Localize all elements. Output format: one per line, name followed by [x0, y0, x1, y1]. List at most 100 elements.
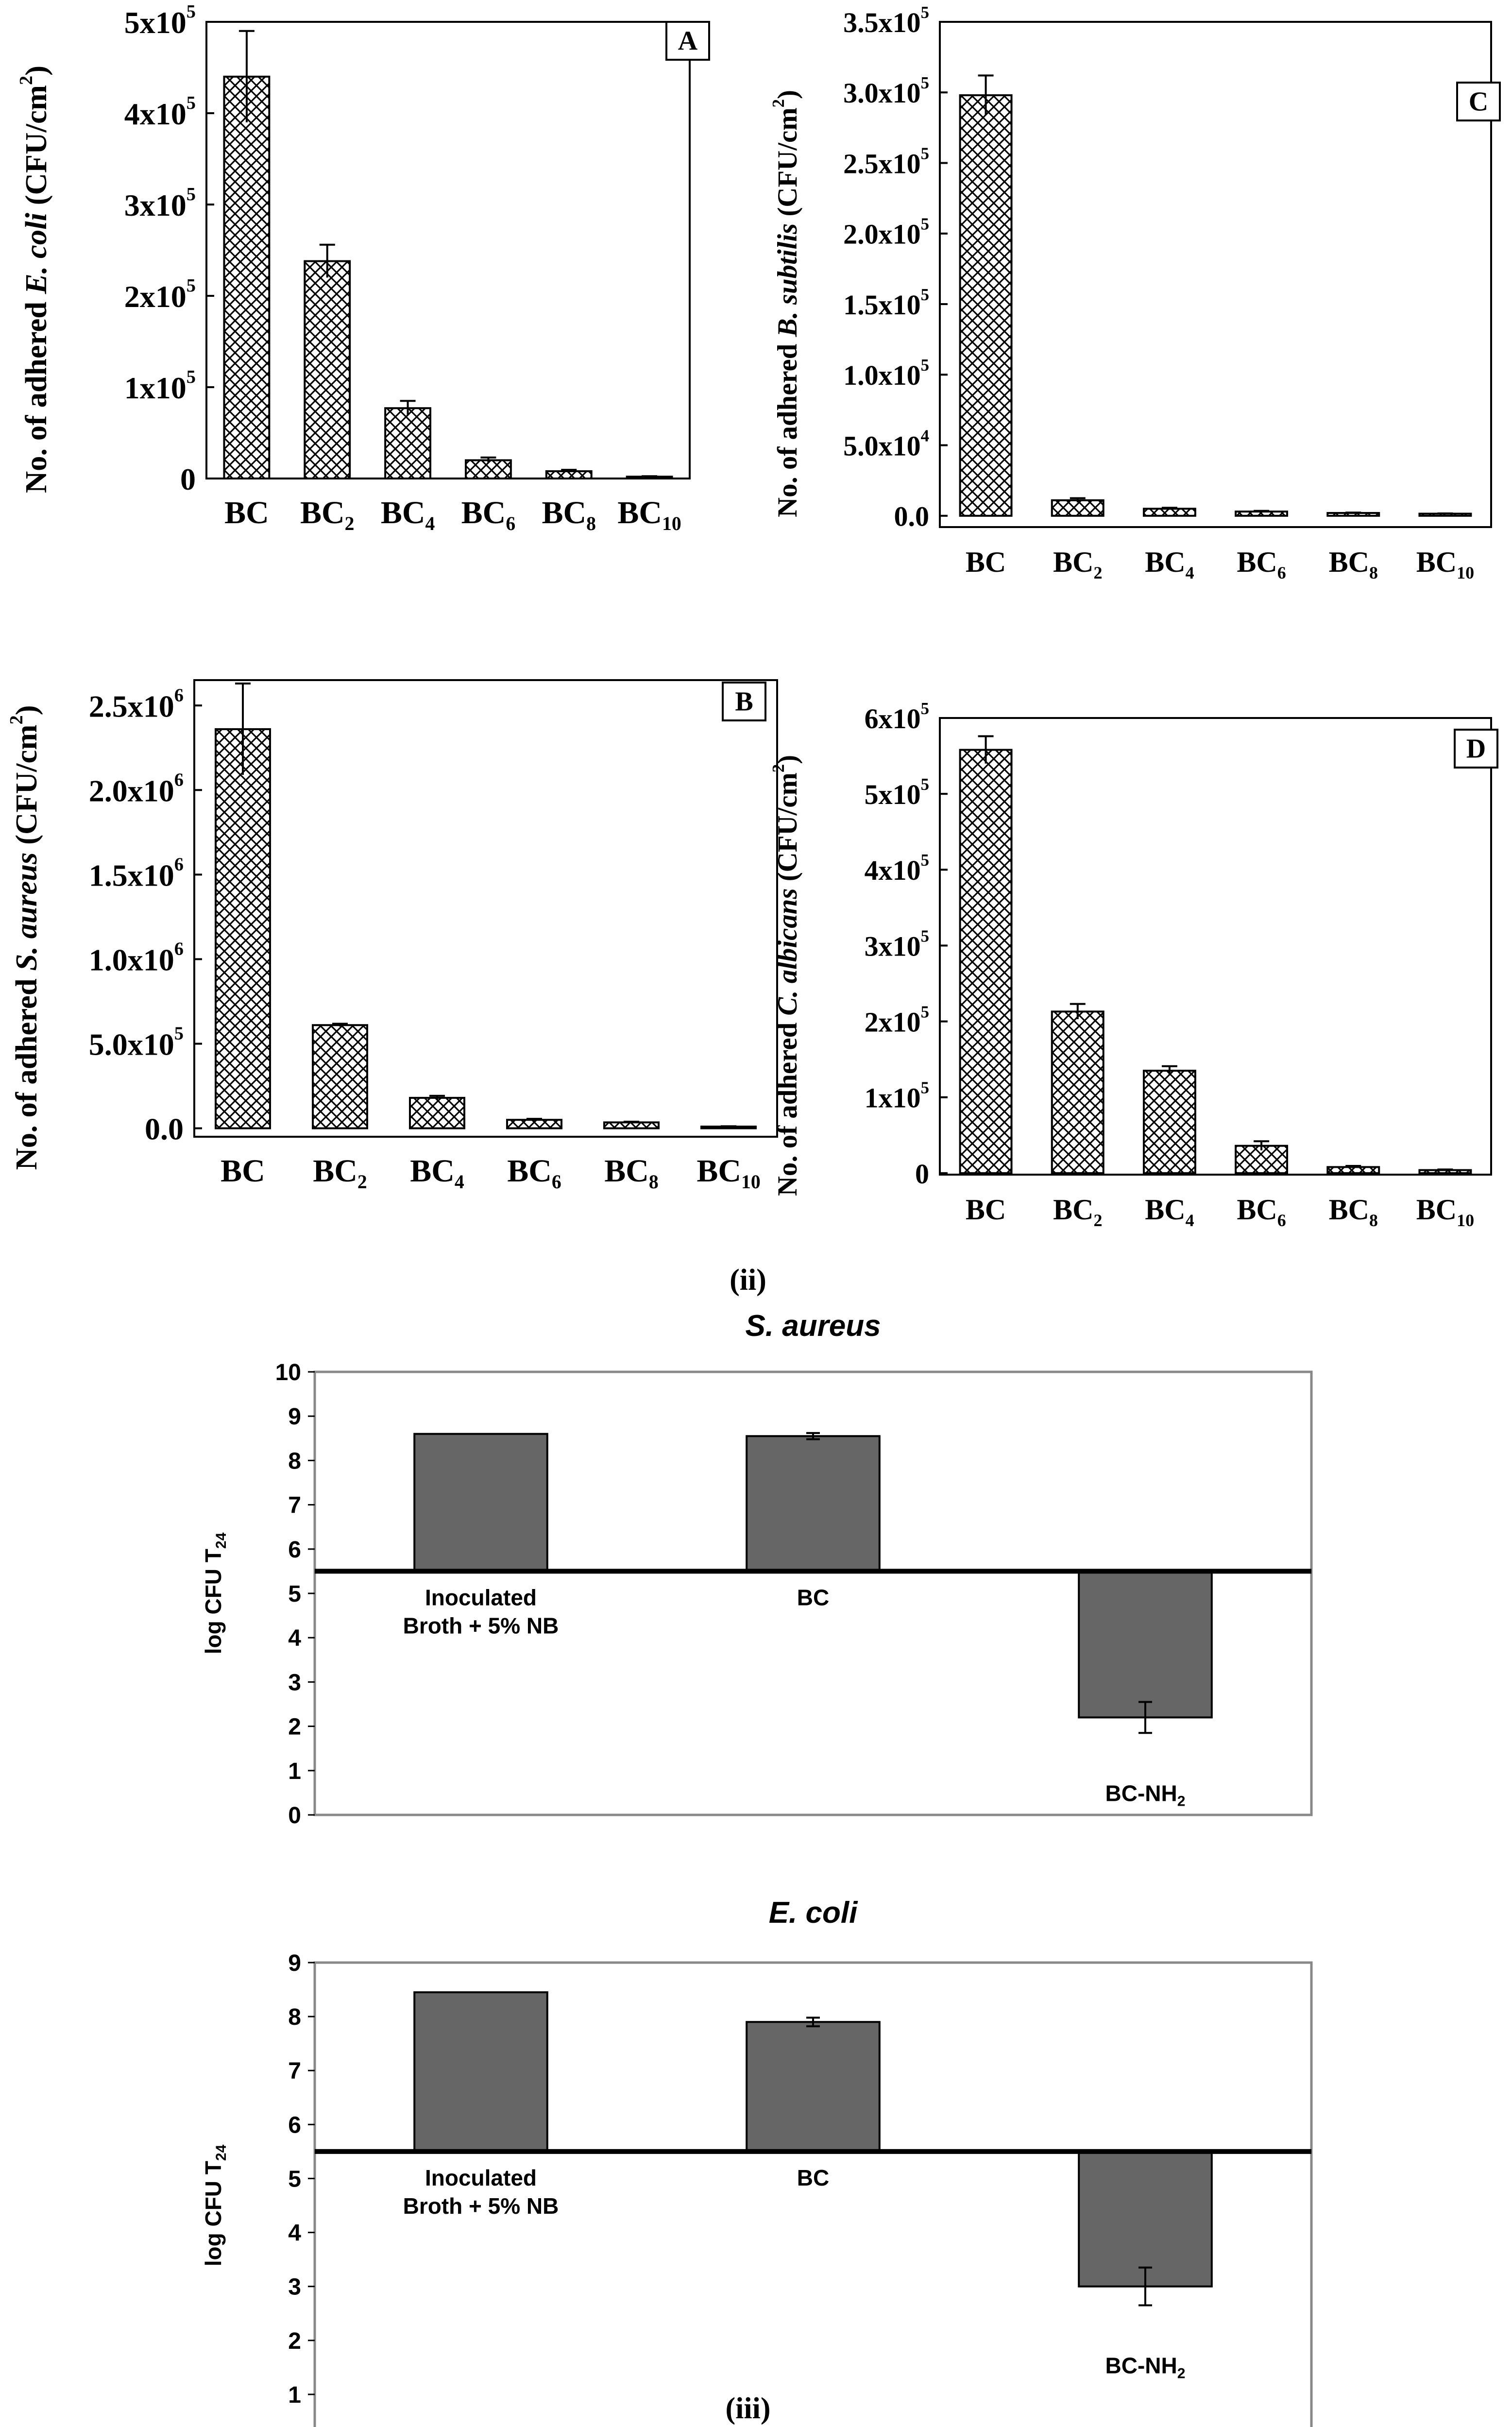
plot-frame — [193, 679, 778, 1138]
plot-frame — [939, 21, 1492, 528]
category-label: BC6 — [1237, 546, 1286, 582]
category-label: BC10 — [697, 1153, 760, 1193]
y-tick-label: 5 — [288, 2166, 301, 2192]
panel-label-box — [665, 21, 710, 61]
bar — [1051, 499, 1104, 517]
bar — [746, 1435, 881, 1572]
y-axis-label: log CFU T24 — [201, 1532, 229, 1654]
y-tick-label: 0 — [180, 462, 196, 496]
bar — [215, 728, 271, 1129]
y-tick-label: 3 — [288, 1670, 301, 1695]
panel-label: B — [735, 687, 753, 717]
y-tick-label: 2.0x106 — [89, 769, 184, 808]
bar — [603, 1121, 660, 1129]
chart-A: BC BC2 BC4 BC6 BC8 BC10 0 1x105 2x105 3x105 4x105 5… — [16, 1, 710, 534]
bar — [1078, 1570, 1213, 1719]
category-label: BC2 — [313, 1153, 367, 1193]
category-label: BC4 — [381, 495, 435, 534]
y-tick-label: 7 — [288, 1493, 301, 1519]
y-tick-label: 5x105 — [865, 775, 929, 810]
y-tick-label: 8 — [288, 1448, 301, 1474]
category-label: BC6 — [1237, 1194, 1286, 1230]
y-tick-label: 4x105 — [124, 93, 196, 131]
category-label: BC4 — [1145, 1194, 1194, 1230]
y-tick-label: 1.5x106 — [89, 854, 184, 892]
category-label: BC-NH2 — [1105, 1780, 1186, 1809]
y-tick-label: 6 — [288, 2112, 301, 2138]
category-label: BC4 — [1145, 546, 1194, 582]
chart-title: E. coli — [769, 1896, 858, 1930]
y-tick-label: 9 — [288, 1404, 301, 1430]
panel-label-box — [1456, 82, 1501, 121]
bar — [1078, 2150, 1213, 2288]
chart-D: BC BC2 BC4 BC6 BC8 BC10 0 1x105 2x105 3x105 4x105 5… — [769, 699, 1498, 1230]
plot-frame — [205, 21, 691, 479]
panel-label: A — [678, 26, 698, 56]
plot-frame — [939, 717, 1492, 1176]
y-tick-label: 6x105 — [865, 699, 929, 735]
category-label: BC — [221, 1153, 265, 1189]
y-tick-label: 0.0 — [145, 1112, 184, 1146]
section-label-iii: (iii) — [726, 2392, 771, 2425]
category-label: BC2 — [1053, 1194, 1102, 1230]
bar — [1051, 1010, 1104, 1174]
category-label: BC — [224, 495, 269, 530]
section-label-ii: (ii) — [730, 1264, 766, 1297]
panel-label: D — [1466, 734, 1486, 764]
bar — [409, 1096, 465, 1129]
y-tick-label: 3 — [288, 2274, 301, 2300]
y-axis-label: No. of adhered S. aureus (CFU/cm2) — [6, 705, 43, 1170]
bar — [312, 1024, 368, 1129]
y-tick-label: 10 — [275, 1360, 301, 1385]
y-tick-label: 2x105 — [124, 275, 196, 314]
y-axis-label: No. of adhered E. coli (CFU/cm2) — [16, 66, 53, 493]
bar — [464, 459, 512, 480]
bar — [1142, 508, 1196, 517]
category-label: BC4 — [410, 1153, 464, 1193]
category-label: BC8 — [1329, 1194, 1378, 1230]
category-label: BC — [966, 546, 1006, 578]
y-tick-label: 0.0 — [894, 501, 930, 532]
bar — [384, 407, 432, 479]
bar — [746, 2021, 881, 2153]
category-label: BC8 — [604, 1153, 659, 1193]
y-tick-label: 1x105 — [124, 367, 196, 405]
category-label: BC — [797, 1585, 829, 1610]
y-tick-label: 7 — [288, 2058, 301, 2084]
category-label: BC6 — [461, 495, 516, 534]
y-tick-label: 5x105 — [124, 1, 196, 40]
category-label: Broth + 5% NB — [403, 2193, 559, 2219]
bar — [1142, 1070, 1196, 1174]
y-tick-label: 5.0x105 — [89, 1024, 184, 1062]
y-tick-label: 4 — [288, 2221, 301, 2246]
panel-label-box — [722, 682, 766, 721]
y-tick-label: 1.0x105 — [843, 356, 929, 391]
category-label: BC10 — [1416, 546, 1474, 582]
y-axis-label: No. of adhered B. subtilis (CFU/cm2) — [769, 90, 803, 517]
y-tick-label: 3x105 — [865, 926, 929, 962]
bar — [304, 260, 351, 479]
chart-B: BC BC2 BC4 BC6 BC8 BC10 0.0 5.0x105 1.0x106 1.5x1… — [6, 679, 778, 1193]
chart-saureus: S. aureus 0 1 2 3 4 5 6 7 8 9 10 Inoculated Broth + 5… — [201, 1309, 1313, 1829]
category-label: BC — [797, 2165, 829, 2190]
y-tick-label: 2.5x106 — [89, 685, 184, 723]
category-label: BC8 — [542, 495, 596, 534]
y-tick-label: 4 — [288, 1625, 301, 1651]
chart-ecoli: E. coli0123456789InoculatedBroth + 5% NB… — [201, 1896, 1313, 2427]
category-label: BC6 — [507, 1153, 561, 1193]
category-label: BC2 — [300, 495, 355, 534]
bar — [959, 94, 1013, 517]
y-tick-label: 0 — [915, 1158, 929, 1190]
y-tick-label: 0 — [288, 1803, 301, 1829]
category-label: BC8 — [1329, 546, 1378, 582]
y-tick-label: 1.5x105 — [843, 285, 929, 321]
y-tick-label: 9 — [288, 1950, 301, 1976]
bar — [413, 1991, 548, 2153]
category-label: BC10 — [1416, 1194, 1474, 1230]
y-tick-label: 5.0x104 — [843, 426, 929, 461]
panel-label-box — [1454, 729, 1498, 769]
y-axis-label: No. of adhered C. albicans (CFU/cm2) — [769, 755, 803, 1196]
chart-C: BC BC2 BC4 BC6 BC8 BC10 0.0 5.0x104 1.0x105 1.5x1… — [769, 3, 1501, 582]
y-tick-label: 5 — [288, 1581, 301, 1607]
